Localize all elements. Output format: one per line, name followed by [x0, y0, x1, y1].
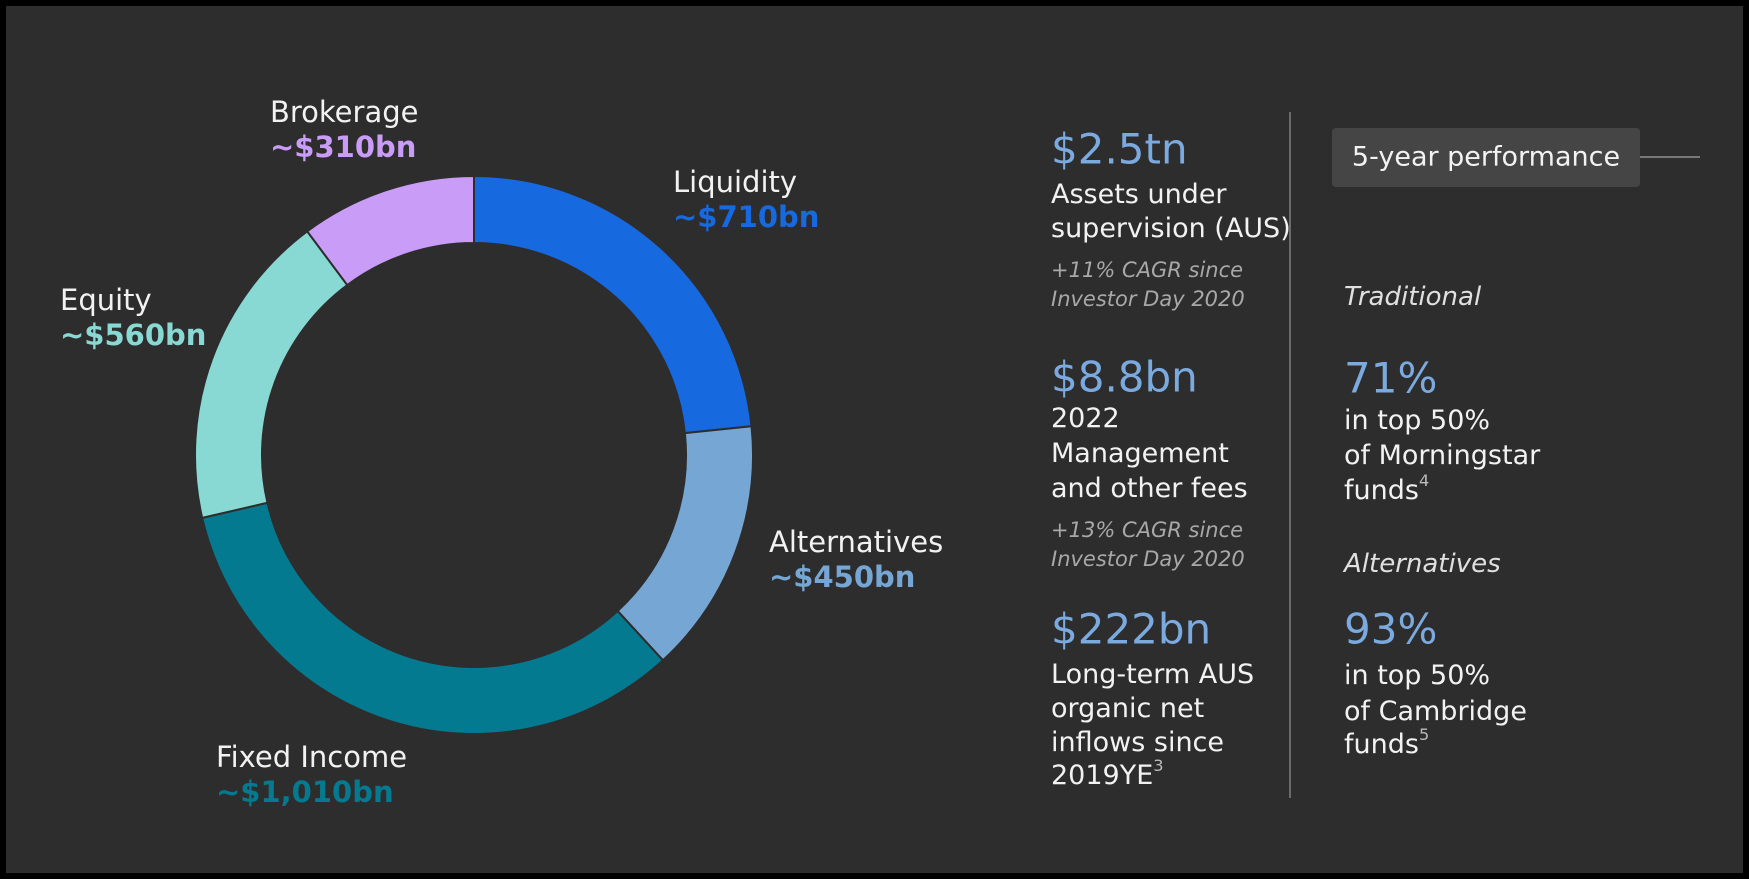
text: of Morningstar [1344, 440, 1541, 471]
segment-value-label: ~$560bn [60, 318, 206, 352]
text: Long-term AUS [1051, 659, 1254, 690]
text-line: Assets under [1051, 179, 1227, 210]
segment-label: Alternatives [769, 525, 943, 559]
stat-value: $2.5tn [1051, 125, 1188, 174]
text-line: Management [1051, 438, 1229, 469]
text: +13% CAGR since [1051, 518, 1243, 542]
performance-box [1332, 128, 1640, 187]
text: Traditional [1344, 282, 1482, 312]
performance-value: 71% [1344, 354, 1437, 403]
footnote: 5 [1419, 725, 1429, 744]
performance-title: 5-year performance [1352, 142, 1620, 173]
text: +11% CAGR since [1051, 258, 1243, 282]
text: funds [1344, 729, 1419, 760]
performance-value: 93% [1344, 605, 1437, 654]
text-line: Investor Day 2020 [1051, 547, 1245, 571]
text-line: Long-term AUS [1051, 659, 1254, 690]
text-line: 2022 [1051, 403, 1120, 434]
text-line: and other fees [1051, 473, 1248, 504]
text: 2019YE [1051, 760, 1153, 791]
stat-value: $222bn [1051, 605, 1211, 654]
text: Investor Day 2020 [1051, 547, 1245, 571]
text: 2022 [1051, 403, 1120, 434]
text-line: supervision (AUS) [1051, 213, 1291, 244]
segment-label: Liquidity [673, 165, 797, 199]
text-line: Traditional [1344, 282, 1482, 312]
text-line: organic net [1051, 693, 1204, 724]
text-line: funds4 [1344, 471, 1429, 506]
text-line: Investor Day 2020 [1051, 287, 1245, 311]
text-line: Alternatives [1342, 549, 1501, 579]
text-line: in top 50% [1344, 405, 1490, 436]
segment-value-label: ~$310bn [270, 130, 416, 164]
text: Alternatives [1342, 549, 1501, 579]
text-line: 2019YE3 [1051, 756, 1164, 791]
segment-value-label: ~$450bn [769, 560, 915, 594]
text: Management [1051, 438, 1229, 469]
footnote: 4 [1419, 471, 1429, 490]
text: inflows since [1051, 727, 1224, 758]
text-line: in top 50% [1344, 660, 1490, 691]
segment-value-label: ~$710bn [673, 200, 819, 234]
text-line: of Morningstar [1344, 440, 1541, 471]
segment-label: Equity [60, 283, 152, 317]
text: organic net [1051, 693, 1204, 724]
donut-segment [305, 174, 475, 287]
text-line: +11% CAGR since [1051, 258, 1243, 282]
donut-segment [200, 501, 665, 735]
text: supervision (AUS) [1051, 213, 1291, 244]
text-line: inflows since [1051, 727, 1224, 758]
text: of Cambridge [1344, 696, 1527, 727]
text-line: funds5 [1344, 725, 1429, 760]
text: in top 50% [1344, 660, 1490, 691]
segment-value-label: ~$1,010bn [216, 775, 394, 809]
segment-label: Fixed Income [216, 740, 407, 774]
segment-label: Brokerage [270, 95, 418, 129]
text-line: +13% CAGR since [1051, 518, 1243, 542]
text: and other fees [1051, 473, 1248, 504]
text: Assets under [1051, 179, 1227, 210]
text: funds [1344, 475, 1419, 506]
text: in top 50% [1344, 405, 1490, 436]
text: Investor Day 2020 [1051, 287, 1245, 311]
text-line: of Cambridge [1344, 696, 1527, 727]
stat-value: $8.8bn [1051, 353, 1198, 402]
footnote: 3 [1153, 756, 1163, 775]
